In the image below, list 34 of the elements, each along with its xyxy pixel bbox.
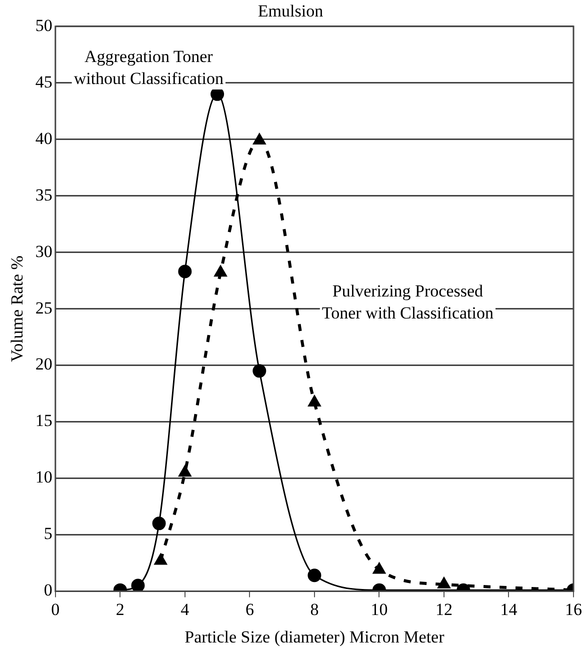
y-tick-label: 40 — [35, 128, 52, 148]
point — [179, 466, 191, 477]
point — [214, 266, 226, 277]
x-tick-label: 14 — [500, 600, 518, 619]
x-tick-label: 6 — [245, 600, 254, 619]
x-tick-label: 4 — [180, 600, 190, 619]
point — [154, 554, 166, 565]
x-tick-label: 8 — [310, 600, 319, 619]
point — [308, 396, 320, 407]
point — [438, 578, 450, 588]
series-label: Aggregation Toner without Classification — [74, 46, 224, 88]
series-label: Pulverizing Processed Toner with Classification — [322, 281, 494, 322]
y-tick-label: 35 — [35, 185, 52, 204]
x-tick-label: 2 — [116, 600, 124, 619]
point — [131, 578, 145, 592]
x-tick-label: 16 — [565, 600, 582, 619]
chart-title: Emulsion — [258, 2, 324, 21]
point — [252, 364, 266, 378]
y-tick-label: 30 — [35, 242, 52, 261]
x-tick-label: 12 — [435, 600, 452, 619]
y-tick-label: 5 — [44, 524, 52, 544]
point — [254, 134, 266, 144]
y-axis-title: Volume Rate % — [8, 256, 27, 362]
y-tick-label: 0 — [44, 580, 52, 600]
y-tick-label: 10 — [35, 468, 52, 487]
point — [373, 563, 386, 574]
y-tick-label: 25 — [35, 298, 52, 318]
y-tick-label: 20 — [35, 354, 52, 374]
x-tick-label: 10 — [370, 600, 388, 619]
x-axis-title: Particle Size (diameter) Micron Meter — [184, 627, 445, 646]
y-tick-label: 50 — [35, 16, 52, 35]
y-tick-label: 45 — [35, 72, 52, 92]
y-tick-label: 15 — [35, 411, 52, 430]
point — [178, 264, 192, 278]
